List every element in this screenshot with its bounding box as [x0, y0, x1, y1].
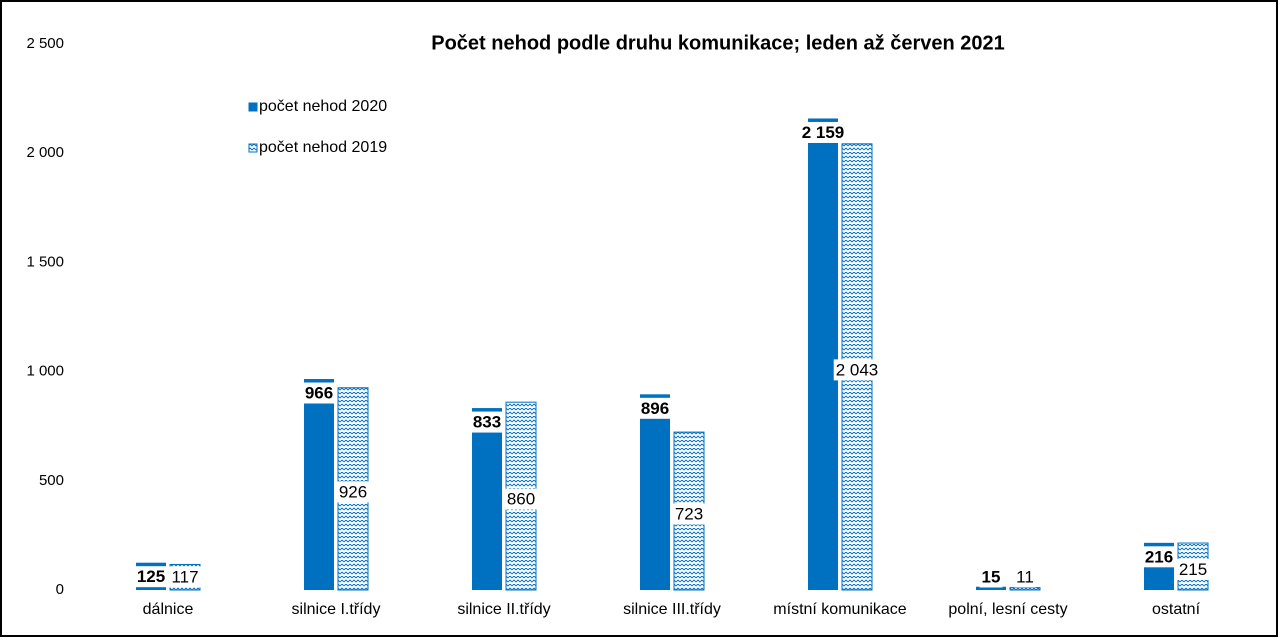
data-label: 216	[1145, 547, 1173, 566]
label-background	[134, 566, 168, 588]
label-background	[979, 566, 1003, 588]
legend-swatch	[248, 143, 258, 153]
y-tick-label: 1 500	[26, 253, 64, 270]
y-tick-label: 500	[39, 472, 64, 489]
data-label: 896	[641, 399, 669, 418]
chart-title: Počet nehod podle druhu komunikace; lede…	[431, 32, 1005, 54]
y-tick-label: 0	[56, 581, 64, 598]
data-label: 215	[1179, 560, 1207, 579]
bar	[976, 586, 1006, 590]
label-background	[1142, 546, 1176, 568]
data-label: 125	[137, 567, 165, 586]
y-tick-label: 2 500	[26, 35, 64, 52]
label-background	[799, 121, 847, 143]
x-tick-label: dálnice	[143, 601, 194, 618]
x-tick-label: ostatní	[1152, 601, 1201, 618]
x-tick-label: silnice I.třídy	[292, 601, 381, 618]
label-background	[336, 481, 370, 503]
x-tick-label: silnice III.třídy	[623, 601, 721, 618]
data-label: 926	[339, 482, 367, 501]
data-label: 2 159	[802, 123, 845, 142]
bar	[304, 379, 334, 590]
y-tick-label: 2 000	[26, 144, 64, 161]
data-label: 15	[982, 567, 1001, 586]
x-tick-label: polní, lesní cesty	[948, 601, 1067, 618]
label-background	[302, 382, 336, 404]
y-tick-label: 1 000	[26, 363, 64, 380]
data-label: 117	[171, 567, 198, 586]
label-background	[833, 359, 881, 381]
label-background	[638, 397, 672, 419]
bar	[808, 118, 838, 591]
label-background	[1176, 559, 1210, 581]
label-background	[672, 503, 706, 525]
x-tick-label: silnice II.třídy	[457, 601, 550, 618]
bar	[640, 394, 670, 590]
x-tick-label: místní komunikace	[773, 601, 906, 618]
data-label: 2 043	[836, 360, 879, 379]
data-label: 966	[305, 384, 333, 403]
data-label: 723	[675, 505, 703, 524]
label-background	[470, 411, 504, 433]
legend-label: počet nehod 2019	[259, 139, 387, 156]
data-label: 860	[507, 490, 535, 509]
data-label: 11	[1016, 567, 1034, 586]
label-background	[1014, 566, 1036, 588]
legend-label: počet nehod 2020	[259, 98, 387, 115]
label-background	[504, 488, 538, 510]
bar	[1009, 587, 1041, 591]
data-label: 833	[473, 413, 501, 432]
label-background	[169, 566, 201, 588]
bar	[472, 408, 502, 590]
legend-swatch	[248, 102, 258, 112]
